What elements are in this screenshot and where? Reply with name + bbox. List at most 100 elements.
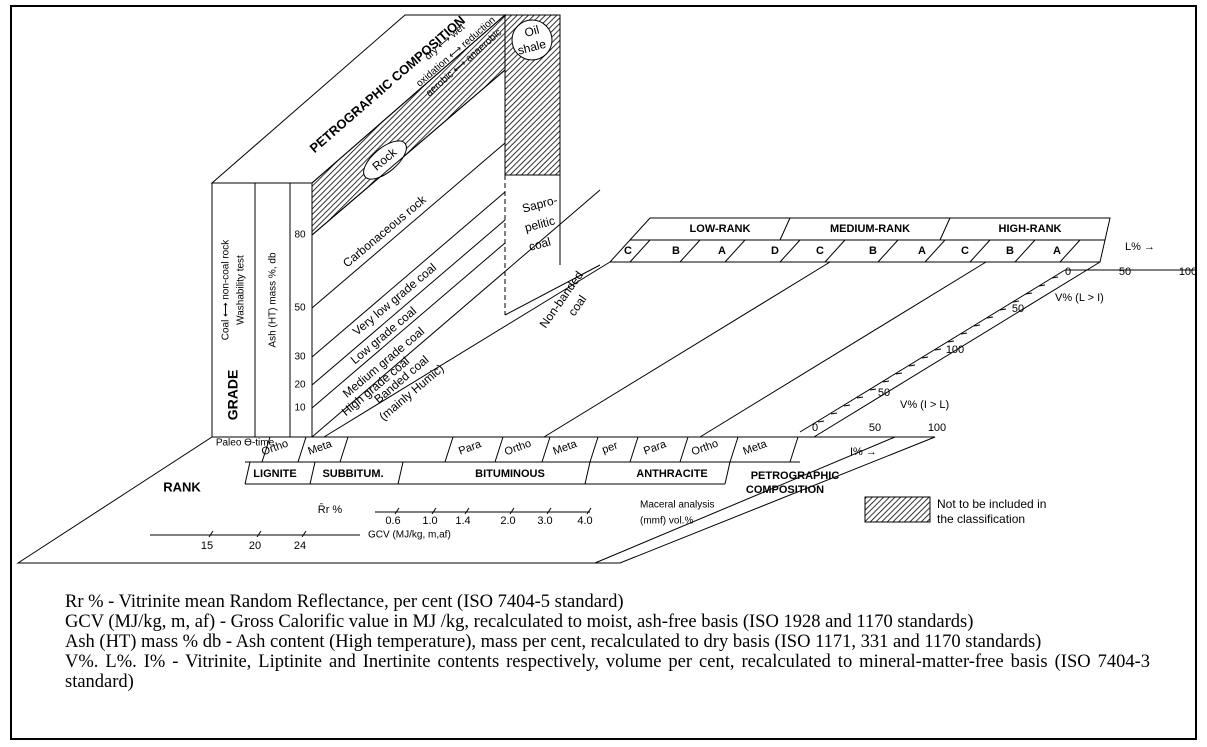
gcv-label: GCV (MJ/kg, m,af) bbox=[368, 530, 451, 541]
rr-tick: 0.6 bbox=[385, 515, 400, 527]
v-tick bbox=[817, 420, 825, 423]
rank-letter: C bbox=[624, 245, 632, 257]
subrank-divider bbox=[629, 436, 639, 463]
rock-oval bbox=[363, 140, 407, 180]
maceral: (mmf) vol.% bbox=[640, 516, 693, 527]
maceral: Maceral analysis bbox=[640, 500, 714, 511]
grade-tick: 80 bbox=[294, 230, 306, 241]
edge bbox=[504, 264, 601, 316]
grade-tick: 10 bbox=[294, 403, 306, 414]
v-tick bbox=[1051, 276, 1059, 279]
grade-label: Washability test bbox=[236, 255, 247, 325]
v-tick bbox=[1025, 292, 1033, 295]
v-tick bbox=[1012, 300, 1020, 303]
rank-letter: B bbox=[1006, 245, 1014, 257]
l-tick: 100 bbox=[1179, 266, 1197, 278]
legend-text: Not to be included in bbox=[937, 497, 1046, 511]
subrank-divider bbox=[339, 436, 349, 463]
letter-divider bbox=[924, 239, 946, 263]
group-divider bbox=[939, 217, 951, 241]
grade-boundary bbox=[311, 242, 506, 409]
tick bbox=[301, 530, 307, 538]
grade-name: Carbonaceous rock bbox=[340, 192, 429, 270]
subrank: Ortho bbox=[690, 438, 720, 459]
v-tick bbox=[843, 404, 851, 407]
i-tick: 50 bbox=[869, 422, 881, 434]
rank-letter: B bbox=[672, 245, 680, 257]
subrank: Meta bbox=[741, 438, 769, 458]
class-divider bbox=[724, 461, 731, 485]
note: Ash (HT) mass % db - Ash content (High t… bbox=[65, 632, 1042, 652]
rank-class: ANTHRACITE bbox=[636, 468, 708, 480]
legend-text: the classification bbox=[937, 512, 1025, 526]
grade-tick: 50 bbox=[294, 303, 306, 314]
v-tick bbox=[856, 396, 864, 399]
rank-table bbox=[608, 217, 1111, 263]
letter-divider bbox=[779, 239, 801, 263]
v-li-tick: 50 bbox=[1012, 303, 1024, 315]
v-tick bbox=[830, 412, 838, 415]
rr-tick: 1.4 bbox=[455, 515, 470, 527]
class-divider bbox=[584, 461, 591, 485]
rank-class: LIGNITE bbox=[253, 468, 296, 480]
letter-divider bbox=[679, 239, 701, 263]
rank-group: LOW-RANK bbox=[690, 223, 751, 235]
v-tick bbox=[921, 356, 929, 359]
tick bbox=[208, 530, 214, 538]
letter-divider bbox=[824, 239, 846, 263]
l-axis-label: L% → bbox=[1125, 241, 1155, 253]
rr-tick: 3.0 bbox=[537, 515, 552, 527]
edge bbox=[594, 436, 896, 564]
rank-group: HIGH-RANK bbox=[999, 223, 1062, 235]
frame bbox=[10, 5, 1197, 740]
subrank-divider bbox=[297, 436, 307, 463]
rr-tick: 1.0 bbox=[422, 515, 437, 527]
letter-divider bbox=[969, 239, 991, 263]
rank-diagonal bbox=[323, 261, 611, 438]
subrank: Meta bbox=[306, 438, 334, 458]
tick bbox=[509, 507, 515, 515]
oil-shale: Oil bbox=[523, 23, 541, 40]
v-tick bbox=[869, 388, 877, 391]
v-tick bbox=[934, 348, 942, 351]
gcv-tick: 20 bbox=[249, 540, 261, 552]
legend-swatch bbox=[864, 496, 931, 523]
note: V%. L%. I% - Vitrinite, Liptinite and In… bbox=[65, 652, 1150, 692]
rank-diagonal bbox=[543, 261, 831, 438]
petro-label: COMPOSITION bbox=[746, 484, 824, 496]
rank-diagonal bbox=[699, 261, 987, 438]
letter-divider bbox=[877, 239, 899, 263]
l-tick: 50 bbox=[1119, 266, 1131, 278]
v-tick bbox=[947, 340, 955, 343]
i-tick: 100 bbox=[928, 422, 946, 434]
subrank-divider bbox=[261, 436, 271, 463]
class-divider bbox=[244, 461, 251, 485]
gcv-tick: 15 bbox=[201, 540, 213, 552]
v-li-tick: 100 bbox=[946, 344, 964, 356]
grade-title: GRADE bbox=[225, 370, 241, 421]
subrank-divider bbox=[494, 436, 504, 463]
i-tick: 0 bbox=[812, 422, 818, 434]
group-divider bbox=[779, 217, 791, 241]
rr-tick: 4.0 bbox=[577, 515, 592, 527]
v-axis bbox=[799, 269, 1066, 433]
v-tick bbox=[973, 324, 981, 327]
v-tick bbox=[999, 308, 1007, 311]
letter-divider bbox=[1059, 239, 1081, 263]
sapropelitic: Sapro- bbox=[521, 193, 559, 216]
tick bbox=[546, 507, 552, 515]
i-axis-label: I% → bbox=[850, 446, 877, 458]
rr-label: R̄r % bbox=[318, 503, 343, 516]
subrank: Para bbox=[642, 438, 669, 458]
note: GCV (MJ/kg, m, af) - Gross Calorific val… bbox=[65, 612, 974, 632]
rank-class: BITUMINOUS bbox=[475, 468, 545, 480]
v-tick bbox=[960, 332, 968, 335]
v-tick bbox=[986, 316, 994, 319]
l-tick: 0 bbox=[1065, 266, 1071, 278]
subrank-divider bbox=[729, 436, 739, 463]
grade-boundary bbox=[311, 142, 506, 309]
subrank-divider bbox=[541, 436, 551, 463]
diagram: GRADE Coal ⟷ non-coal rock Washability tes… bbox=[16, 13, 1197, 564]
rank-class: SUBBITUM. bbox=[322, 468, 383, 480]
v-il-label: V% (I > L) bbox=[900, 399, 949, 411]
